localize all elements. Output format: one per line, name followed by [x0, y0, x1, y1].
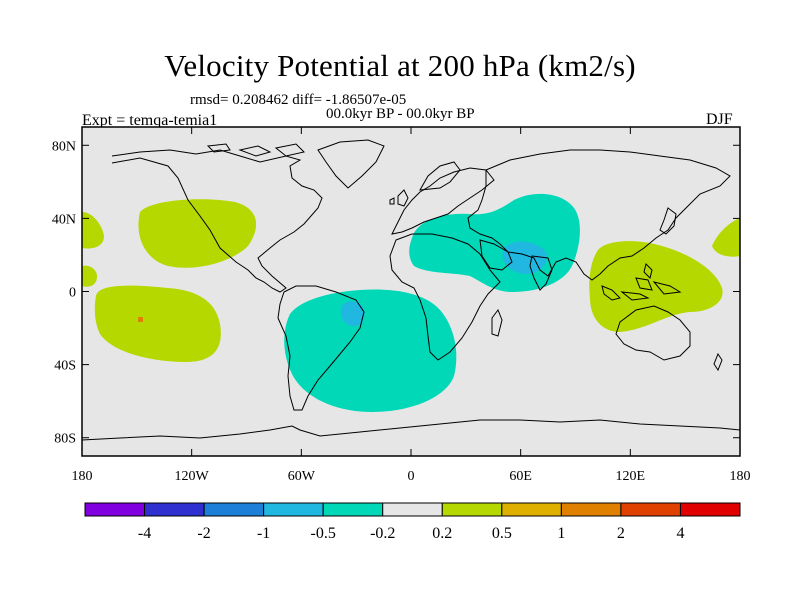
lat-tick-label: 80S	[54, 432, 76, 447]
coast-new-zealand	[713, 352, 723, 372]
coast-madagascar	[491, 308, 503, 337]
coast-north-america	[111, 149, 323, 293]
positive-region-west-pacific-edge	[712, 218, 740, 257]
colorbar-label: -2	[197, 525, 210, 542]
coast-australia	[615, 305, 691, 361]
axis-labels: 180 120W 60W 0 60E 120E 180 80N 40N 0 40S 80S	[52, 139, 751, 484]
colorbar-swatch	[203, 502, 265, 517]
colorbar-label: 0.2	[432, 525, 452, 542]
map-title: Velocity Potential at 200 hPa (km2/s)	[164, 48, 636, 83]
coast-africa	[389, 233, 501, 361]
negative-region-south-atlantic	[284, 289, 457, 412]
positive-spot-pacific	[138, 317, 143, 322]
colorbar-label: -4	[138, 525, 151, 542]
coast-arctic-islands	[206, 143, 305, 157]
coast-india	[529, 255, 553, 291]
positive-region-south-pacific	[94, 285, 221, 362]
field-shading	[82, 193, 740, 412]
coast-arabia	[479, 239, 513, 271]
lon-tick-label: 180	[72, 469, 93, 484]
lon-tick-label: 120E	[616, 469, 646, 484]
lat-tick-label: 40S	[54, 359, 76, 374]
coast-scandinavia	[419, 161, 461, 191]
lon-tick-label: 60W	[288, 469, 316, 484]
lat-tick-label: 40N	[52, 212, 76, 227]
negative-core-arabian-sea	[502, 241, 547, 274]
positive-region-dateline-east-small	[82, 265, 98, 287]
lon-tick-label: 120W	[175, 469, 210, 484]
colorbar-labels: -4 -2 -1 -0.5 -0.2 0.2 0.5 1 2 4	[138, 525, 685, 542]
negative-core-brazil	[340, 301, 365, 327]
colorbar-label: 1	[557, 525, 565, 542]
colorbar-label: -0.5	[311, 525, 336, 542]
positive-region-north-pacific	[138, 199, 257, 268]
colorbar-label: 4	[676, 525, 684, 542]
coastlines	[82, 139, 740, 441]
colorbar-swatch	[322, 502, 384, 517]
lat-tick-label: 80N	[52, 139, 76, 154]
experiment-label: Expt = temqa-temia1	[82, 112, 218, 129]
positive-region-dateline-east	[82, 212, 104, 249]
season-label: DJF	[706, 111, 733, 128]
colorbar-swatch	[501, 502, 562, 517]
coast-british-isles	[389, 189, 409, 207]
positive-region-maritime-continent	[589, 241, 723, 332]
colorbar-swatch	[441, 502, 503, 517]
coast-greenland	[317, 139, 385, 189]
lon-tick-label: 0	[408, 469, 415, 484]
coast-japan	[659, 207, 677, 235]
colorbar-label: 2	[617, 525, 625, 542]
lat-tick-label: 0	[69, 286, 76, 301]
coast-south-america	[277, 285, 365, 411]
axis-ticks	[81, 127, 741, 456]
colorbar-swatch	[144, 502, 205, 517]
colorbar-swatch	[382, 502, 443, 517]
colorbar-swatch	[84, 502, 146, 517]
coast-europe	[391, 167, 495, 235]
period-line: 00.0kyr BP - 00.0kyr BP	[326, 106, 475, 122]
colorbar	[84, 502, 741, 517]
colorbar-label: -0.2	[370, 525, 395, 542]
colorbar-swatch	[263, 502, 324, 517]
coast-indonesia	[601, 263, 682, 301]
lon-tick-label: 60E	[509, 469, 532, 484]
colorbar-swatch	[560, 502, 622, 517]
stats-line: rmsd= 0.208462 diff= -1.86507e-05	[190, 92, 407, 108]
colorbar-label: -1	[257, 525, 270, 542]
colorbar-swatch	[620, 502, 681, 517]
colorbar-swatch	[679, 502, 741, 517]
colorbar-label: 0.5	[492, 525, 512, 542]
coast-antarctica	[82, 419, 740, 441]
coast-asia	[467, 149, 731, 281]
lon-tick-label: 180	[730, 469, 751, 484]
